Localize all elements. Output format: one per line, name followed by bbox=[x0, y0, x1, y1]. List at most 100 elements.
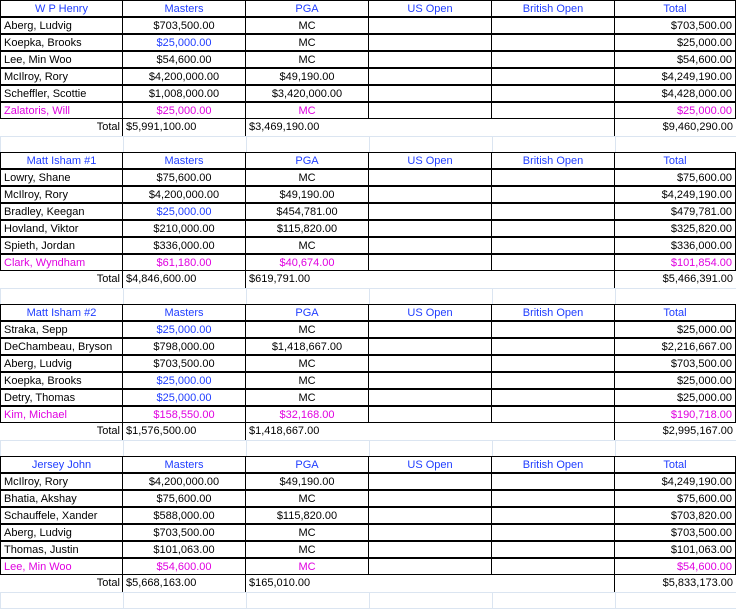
total-label-cell[interactable]: Total bbox=[96, 425, 120, 437]
pga-cell[interactable]: $115,820.00 bbox=[245, 220, 369, 237]
us-open-cell[interactable] bbox=[368, 203, 492, 220]
column-header-cell[interactable]: British Open bbox=[491, 152, 615, 169]
grand-total-cell[interactable]: $5,466,391.00 bbox=[614, 271, 736, 288]
total-cell[interactable]: $703,500.00 bbox=[614, 355, 736, 372]
us-open-cell[interactable] bbox=[368, 355, 492, 372]
masters-cell[interactable]: $703,500.00 bbox=[122, 355, 246, 372]
masters-cell[interactable]: $54,600.00 bbox=[122, 51, 246, 68]
player-name-cell[interactable]: Kim, Michael bbox=[0, 406, 123, 423]
total-masters-cell[interactable]: $5,991,100.00 bbox=[122, 119, 246, 136]
column-header-cell[interactable]: US Open bbox=[368, 456, 492, 473]
british-open-cell[interactable] bbox=[491, 473, 615, 490]
british-open-cell[interactable] bbox=[491, 406, 615, 423]
total-cell[interactable]: $75,600.00 bbox=[614, 169, 736, 186]
pga-cell[interactable]: MC bbox=[245, 102, 369, 119]
column-header-cell[interactable]: Masters bbox=[122, 456, 246, 473]
us-open-cell[interactable] bbox=[368, 473, 492, 490]
masters-cell[interactable]: $101,063.00 bbox=[122, 541, 246, 558]
column-header-cell[interactable]: Total bbox=[614, 0, 736, 17]
british-open-cell[interactable] bbox=[491, 102, 615, 119]
pga-cell[interactable]: $454,781.00 bbox=[245, 203, 369, 220]
player-name-cell[interactable]: Zalatoris, Will bbox=[0, 102, 123, 119]
us-open-cell[interactable] bbox=[368, 85, 492, 102]
total-cell[interactable]: $479,781.00 bbox=[614, 203, 736, 220]
pga-cell[interactable]: $49,190.00 bbox=[245, 68, 369, 85]
total-cell[interactable]: $703,500.00 bbox=[614, 524, 736, 541]
column-header-cell[interactable]: PGA bbox=[245, 456, 369, 473]
player-name-cell[interactable]: McIlroy, Rory bbox=[0, 186, 123, 203]
british-open-cell[interactable] bbox=[491, 490, 615, 507]
player-name-cell[interactable]: Aberg, Ludvig bbox=[0, 17, 123, 34]
team-name-cell[interactable]: W P Henry bbox=[0, 0, 123, 17]
us-open-cell[interactable] bbox=[368, 17, 492, 34]
us-open-cell[interactable] bbox=[368, 490, 492, 507]
column-header-cell[interactable]: PGA bbox=[245, 304, 369, 321]
pga-cell[interactable]: $40,674.00 bbox=[245, 254, 369, 271]
pga-cell[interactable]: MC bbox=[245, 17, 369, 34]
british-open-cell[interactable] bbox=[491, 51, 615, 68]
grand-total-cell[interactable]: $5,833,173.00 bbox=[614, 575, 736, 592]
masters-cell[interactable]: $336,000.00 bbox=[122, 237, 246, 254]
player-name-cell[interactable]: Bhatia, Akshay bbox=[0, 490, 123, 507]
masters-cell[interactable]: $75,600.00 bbox=[122, 169, 246, 186]
team-name-cell[interactable]: Matt Isham #1 bbox=[0, 152, 123, 169]
us-open-cell[interactable] bbox=[368, 389, 492, 406]
pga-cell[interactable]: $1,418,667.00 bbox=[245, 338, 369, 355]
column-header-cell[interactable]: US Open bbox=[368, 304, 492, 321]
pga-cell[interactable]: MC bbox=[245, 558, 369, 575]
pga-cell[interactable]: $32,168.00 bbox=[245, 406, 369, 423]
us-open-cell[interactable] bbox=[368, 321, 492, 338]
british-open-cell[interactable] bbox=[491, 203, 615, 220]
masters-cell[interactable]: $703,500.00 bbox=[122, 17, 246, 34]
total-cell[interactable]: $101,854.00 bbox=[614, 254, 736, 271]
column-header-cell[interactable]: British Open bbox=[491, 0, 615, 17]
pga-cell[interactable]: MC bbox=[245, 34, 369, 51]
column-header-cell[interactable]: PGA bbox=[245, 152, 369, 169]
pga-cell[interactable]: $115,820.00 bbox=[245, 507, 369, 524]
pga-cell[interactable]: MC bbox=[245, 524, 369, 541]
total-label-cell[interactable]: Total bbox=[96, 121, 120, 133]
british-open-cell[interactable] bbox=[491, 524, 615, 541]
british-open-cell[interactable] bbox=[491, 558, 615, 575]
us-open-cell[interactable] bbox=[368, 507, 492, 524]
player-name-cell[interactable]: McIlroy, Rory bbox=[0, 473, 123, 490]
grand-total-cell[interactable]: $9,460,290.00 bbox=[614, 119, 736, 136]
player-name-cell[interactable]: Koepka, Brooks bbox=[0, 372, 123, 389]
british-open-cell[interactable] bbox=[491, 389, 615, 406]
pga-cell[interactable]: MC bbox=[245, 541, 369, 558]
total-cell[interactable]: $2,216,667.00 bbox=[614, 338, 736, 355]
player-name-cell[interactable]: Clark, Wyndham bbox=[0, 254, 123, 271]
player-name-cell[interactable]: Straka, Sepp bbox=[0, 321, 123, 338]
british-open-cell[interactable] bbox=[491, 372, 615, 389]
pga-cell[interactable]: $49,190.00 bbox=[245, 473, 369, 490]
total-cell[interactable]: $336,000.00 bbox=[614, 237, 736, 254]
total-cell[interactable]: $325,820.00 bbox=[614, 220, 736, 237]
masters-cell[interactable]: $4,200,000.00 bbox=[122, 473, 246, 490]
masters-cell[interactable]: $25,000.00 bbox=[122, 203, 246, 220]
masters-cell[interactable]: $4,200,000.00 bbox=[122, 68, 246, 85]
masters-cell[interactable]: $25,000.00 bbox=[122, 102, 246, 119]
masters-cell[interactable]: $158,550.00 bbox=[122, 406, 246, 423]
us-open-cell[interactable] bbox=[368, 406, 492, 423]
total-label-cell[interactable]: Total bbox=[96, 273, 120, 285]
total-cell[interactable]: $101,063.00 bbox=[614, 541, 736, 558]
total-masters-cell[interactable]: $1,576,500.00 bbox=[122, 423, 246, 440]
team-name-cell[interactable]: Jersey John bbox=[0, 456, 123, 473]
masters-cell[interactable]: $4,200,000.00 bbox=[122, 186, 246, 203]
us-open-cell[interactable] bbox=[368, 524, 492, 541]
masters-cell[interactable]: $54,600.00 bbox=[122, 558, 246, 575]
masters-cell[interactable]: $75,600.00 bbox=[122, 490, 246, 507]
player-name-cell[interactable]: McIlroy, Rory bbox=[0, 68, 123, 85]
total-masters-cell[interactable]: $4,846,600.00 bbox=[122, 271, 246, 288]
player-name-cell[interactable]: Scheffler, Scottie bbox=[0, 85, 123, 102]
masters-cell[interactable]: $25,000.00 bbox=[122, 34, 246, 51]
total-cell[interactable]: $4,428,000.00 bbox=[614, 85, 736, 102]
pga-cell[interactable]: MC bbox=[245, 321, 369, 338]
masters-cell[interactable]: $210,000.00 bbox=[122, 220, 246, 237]
team-name-cell[interactable]: Matt Isham #2 bbox=[0, 304, 123, 321]
us-open-cell[interactable] bbox=[368, 237, 492, 254]
us-open-cell[interactable] bbox=[368, 102, 492, 119]
total-pga-cell[interactable]: $1,418,667.00 bbox=[245, 423, 369, 440]
us-open-cell[interactable] bbox=[368, 68, 492, 85]
total-cell[interactable]: $703,820.00 bbox=[614, 507, 736, 524]
